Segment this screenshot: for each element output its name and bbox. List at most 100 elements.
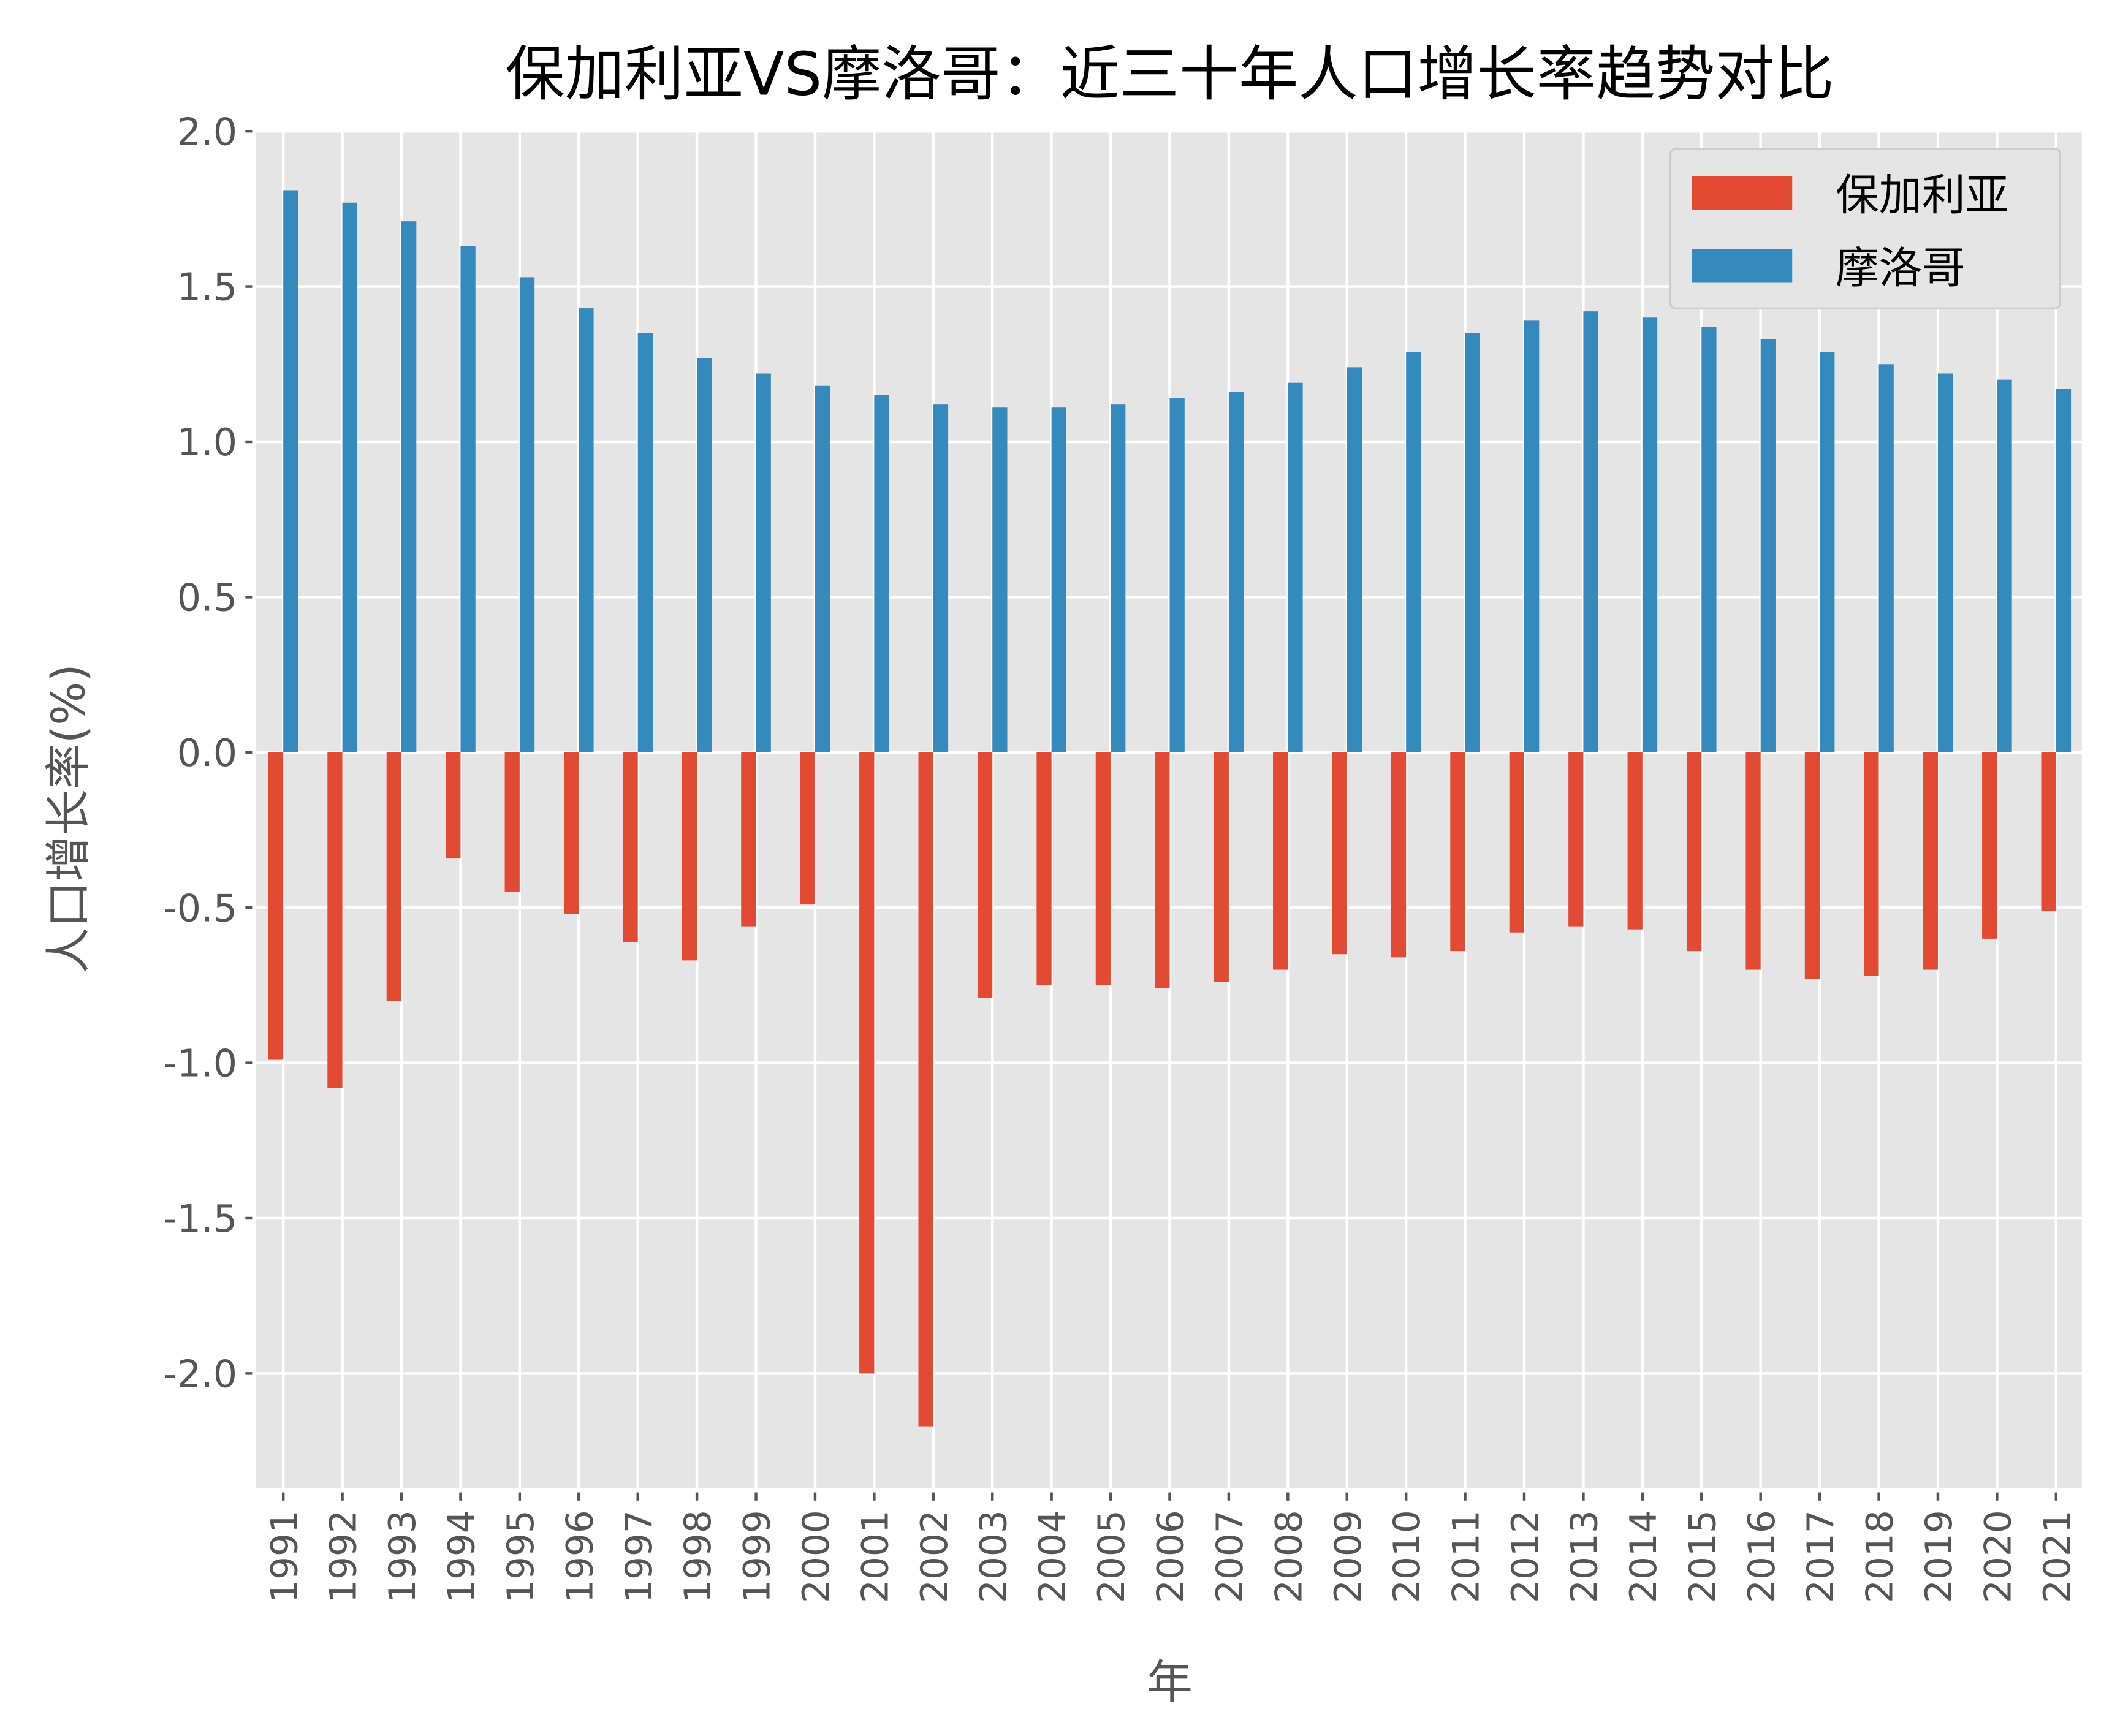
x-tick-label: 1992 (323, 1510, 365, 1603)
bar-morocco-2010 (1406, 352, 1421, 752)
x-tick-label: 2016 (1741, 1510, 1783, 1603)
x-tick-label: 2005 (1091, 1510, 1133, 1603)
bar-bulgaria-1997 (623, 752, 638, 942)
bar-morocco-1992 (342, 202, 357, 752)
bar-bulgaria-1996 (563, 752, 579, 914)
bar-morocco-2020 (1997, 379, 2012, 752)
x-tick-label: 2004 (1032, 1510, 1074, 1603)
x-tick-label: 2003 (973, 1510, 1015, 1603)
bar-bulgaria-2020 (1982, 752, 1997, 939)
bar-bulgaria-2012 (1509, 752, 1525, 933)
y-tick-label: -2.0 (163, 1352, 237, 1396)
x-tick-label: 1995 (500, 1510, 542, 1603)
bar-bulgaria-2021 (2041, 752, 2056, 911)
bar-bulgaria-1998 (682, 752, 697, 961)
y-tick-label: -1.5 (163, 1197, 237, 1241)
bar-morocco-2000 (815, 385, 830, 752)
y-axis: 2.0 1.5 1.0 0.5 0.0 -0.5 -1.0 -1.5 -2.0 (163, 110, 253, 1396)
bar-bulgaria-2017 (1804, 752, 1820, 979)
bar-bulgaria-2006 (1155, 752, 1170, 988)
bar-morocco-2021 (2056, 389, 2072, 752)
x-tick-label: 2001 (854, 1510, 897, 1603)
bar-morocco-2012 (1524, 320, 1540, 752)
bar-bulgaria-2014 (1627, 752, 1643, 930)
x-tick-label: 2020 (1977, 1510, 2019, 1603)
y-tick-label: -0.5 (163, 886, 237, 930)
bar-bulgaria-1993 (386, 752, 402, 1001)
bar-morocco-2005 (1111, 404, 1126, 752)
bar-morocco-1998 (697, 358, 712, 752)
x-tick-label: 2000 (796, 1510, 838, 1603)
x-tick-label: 2018 (1859, 1510, 1902, 1603)
bar-morocco-2004 (1051, 407, 1066, 752)
x-tick-label: 2019 (1918, 1510, 1961, 1603)
x-tick-label: 2011 (1446, 1510, 1488, 1603)
bar-morocco-1996 (579, 308, 594, 752)
bars (268, 190, 2072, 1427)
bar-morocco-1995 (519, 277, 535, 752)
bar-bulgaria-2011 (1450, 752, 1465, 952)
bar-bulgaria-2009 (1332, 752, 1347, 955)
bar-bulgaria-1995 (504, 752, 520, 892)
x-tick-label: 1996 (559, 1510, 601, 1603)
bar-morocco-2018 (1878, 364, 1894, 752)
bar-morocco-2014 (1642, 317, 1658, 752)
x-tick-label: 2015 (1682, 1510, 1724, 1603)
bar-bulgaria-2000 (800, 752, 815, 905)
bar-bulgaria-1994 (446, 752, 461, 859)
bar-morocco-2017 (1820, 352, 1835, 752)
bar-bulgaria-2016 (1745, 752, 1761, 970)
legend-swatch-bulgaria (1692, 176, 1793, 210)
bar-morocco-1991 (283, 190, 298, 752)
x-tick-label: 1994 (441, 1510, 484, 1603)
bar-morocco-1994 (460, 246, 476, 752)
bar-bulgaria-2013 (1568, 752, 1584, 927)
x-tick-label: 2002 (914, 1510, 956, 1603)
bar-morocco-2003 (992, 407, 1008, 752)
bar-bulgaria-2010 (1391, 752, 1407, 958)
y-tick-label: 1.5 (177, 265, 237, 309)
bar-morocco-1993 (401, 221, 417, 752)
bar-morocco-2019 (1937, 373, 1953, 752)
x-tick-label: 1991 (264, 1510, 306, 1603)
x-tick-label: 2021 (2037, 1510, 2079, 1603)
legend-label-bulgaria: 保加利亚 (1836, 169, 2009, 220)
bar-bulgaria-2005 (1095, 752, 1111, 985)
x-tick-label: 2008 (1268, 1510, 1310, 1603)
bar-morocco-2001 (874, 395, 889, 752)
bar-bulgaria-2007 (1214, 752, 1229, 982)
bar-bulgaria-2008 (1273, 752, 1288, 970)
bar-morocco-2016 (1760, 339, 1776, 752)
bar-bulgaria-2019 (1923, 752, 1938, 970)
bar-bulgaria-1991 (268, 752, 284, 1060)
x-tick-label: 2017 (1800, 1510, 1842, 1603)
bar-bulgaria-2001 (859, 752, 875, 1374)
y-tick-label: 0.0 (177, 731, 237, 775)
bar-morocco-2011 (1465, 333, 1480, 752)
bar-bulgaria-2004 (1036, 752, 1052, 985)
x-tick-label: 2014 (1623, 1510, 1665, 1603)
bar-morocco-2009 (1347, 367, 1362, 752)
bar-morocco-1999 (756, 373, 771, 752)
x-tick-label: 2010 (1386, 1510, 1429, 1603)
y-axis-label: 人口增长率(%) (42, 664, 96, 973)
legend-swatch-morocco (1692, 249, 1793, 283)
x-tick-label: 2013 (1564, 1510, 1606, 1603)
bar-morocco-1997 (637, 333, 653, 752)
bar-bulgaria-1999 (741, 752, 756, 927)
x-axis-label: 年 (1147, 1655, 1193, 1709)
bar-bulgaria-2003 (977, 752, 993, 998)
x-tick-label: 1998 (677, 1510, 720, 1603)
x-tick-label: 1997 (618, 1510, 661, 1603)
x-axis: 1991 1992 1993 1994 1995 1996 1997 1998 1999 2000… (264, 1492, 2079, 1603)
x-tick-label: 2012 (1505, 1510, 1547, 1603)
x-tick-label: 1999 (737, 1510, 779, 1603)
y-tick-label: -1.0 (163, 1042, 237, 1086)
bar-morocco-2006 (1169, 398, 1185, 752)
y-tick-label: 1.0 (177, 420, 237, 464)
x-tick-label: 2006 (1150, 1510, 1193, 1603)
x-tick-label: 1993 (382, 1510, 424, 1603)
bar-bulgaria-2002 (918, 752, 933, 1427)
bar-morocco-2008 (1288, 382, 1303, 752)
